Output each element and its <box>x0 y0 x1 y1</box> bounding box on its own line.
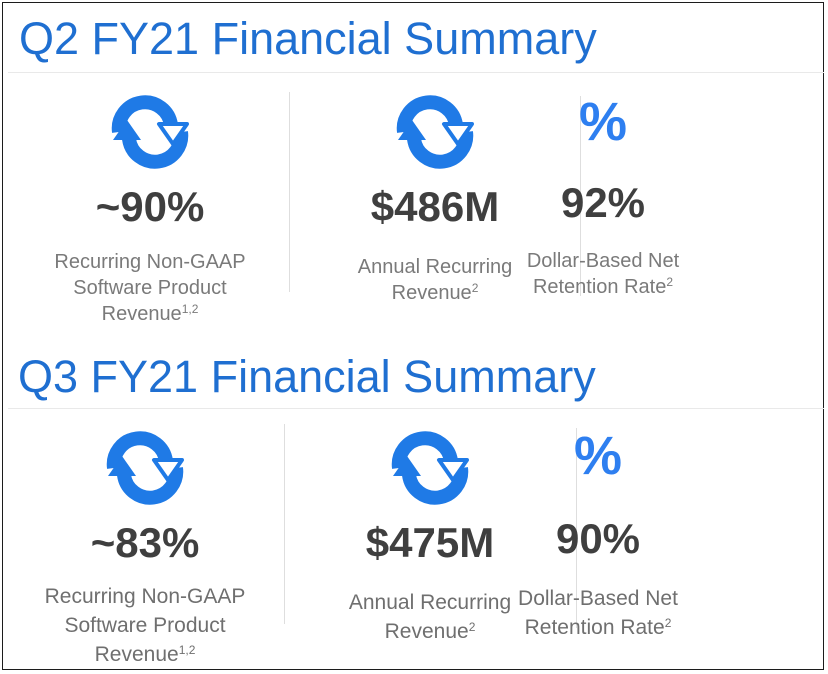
refresh-icon <box>391 431 469 505</box>
metric-value: 92% <box>560 179 646 226</box>
column-divider <box>289 92 290 292</box>
refresh-icon <box>111 95 189 169</box>
column-divider <box>580 96 581 296</box>
metric-value: 90% <box>555 515 641 562</box>
refresh-icon <box>106 431 184 505</box>
metric-label: Annual Recurring Revenue2 <box>348 591 512 643</box>
refresh-icon <box>396 95 474 169</box>
footnote-marker: 1,2 <box>178 643 196 657</box>
percent-icon: % <box>573 426 622 486</box>
column-divider <box>576 428 577 628</box>
footnote-marker: 2 <box>471 281 479 295</box>
metric-label: Dollar-Based Net Retention Rate2 <box>526 250 680 298</box>
footnote-marker: 2 <box>468 620 476 634</box>
metric-label: Annual Recurring Revenue2 <box>357 256 513 304</box>
section-title: Q2 FY21 Financial Summary <box>19 13 597 64</box>
metric-label: Recurring Non-GAAP Software Product Reve… <box>54 251 246 325</box>
metric-value: $475M <box>365 519 495 566</box>
metric-label: Recurring Non-GAAP Software Product Reve… <box>44 585 246 666</box>
column-divider <box>284 424 285 624</box>
section-title: Q3 FY21 Financial Summary <box>18 351 596 402</box>
percent-icon: % <box>578 92 627 152</box>
metric-label: Dollar-Based Net Retention Rate2 <box>518 587 678 639</box>
metric-value: ~83% <box>90 519 200 566</box>
section-rule <box>8 408 824 409</box>
section-rule <box>8 72 824 73</box>
metric-value: ~90% <box>95 183 205 230</box>
footnote-marker: 1,2 <box>181 302 199 316</box>
metric-value: $486M <box>370 183 500 230</box>
footnote-marker: 2 <box>664 616 672 630</box>
footnote-marker: 2 <box>666 275 674 289</box>
